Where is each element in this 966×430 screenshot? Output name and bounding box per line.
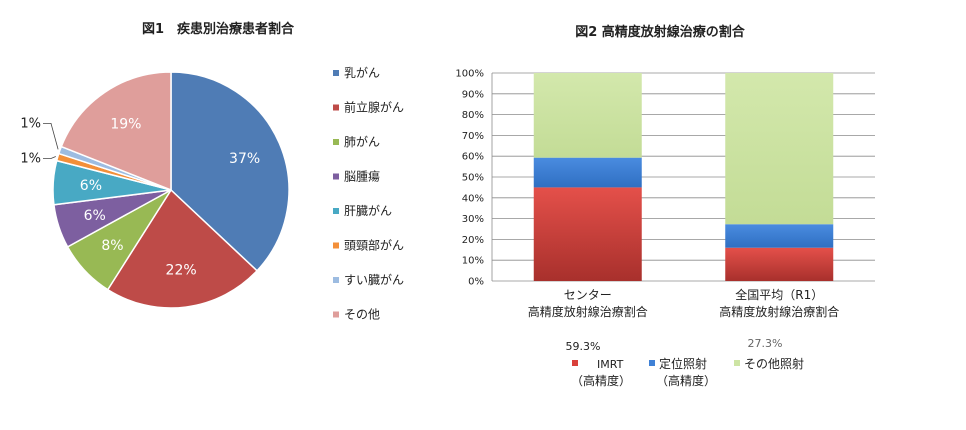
pie-chart: 37% 22% 8% 6% 6% 1% 1% 19%	[20, 71, 290, 309]
bar-ytick-label-1: 10%	[462, 256, 484, 267]
bar-legend-label-1: 定位照射	[659, 356, 707, 371]
pie-legend-swatch-3	[333, 173, 339, 180]
bar-ytick-label-5: 50%	[462, 173, 484, 184]
bar-segment-0-1	[533, 157, 642, 188]
pie-legend-label-2: 肺がん	[344, 134, 380, 149]
pie-legend-label-4: 肝臓がん	[344, 203, 392, 218]
pie-legend-label-5: 頭頸部がん	[344, 238, 404, 253]
bar-legend-swatch-1	[649, 360, 655, 366]
bar-ytick-label-3: 30%	[462, 214, 484, 225]
bar-legend-sublabel-1: （高精度）	[656, 373, 716, 388]
bar-ytick-label-7: 70%	[462, 131, 484, 142]
pie-chart-title: 図1 疾患別治療患者割合	[142, 21, 295, 37]
pie-data-label-3: 6%	[84, 208, 106, 224]
pie-legend-label-0: 乳がん	[344, 65, 380, 80]
bar-legend: 59.3% 27.3% IMRT （高精度） 定位照射 （高精度） その他照射	[566, 337, 804, 388]
bar-legend-swatch-2	[734, 360, 740, 366]
bar-legend-label-2: その他照射	[744, 356, 804, 371]
pie-data-label-6: 1%	[20, 116, 41, 131]
pie-legend-label-3: 脳腫瘍	[344, 169, 380, 184]
bar-ytick-label-8: 80%	[462, 110, 484, 121]
bar-segment-1-0	[725, 247, 834, 281]
pie-legend-swatch-6	[333, 277, 339, 283]
pie-legend-swatch-1	[333, 104, 339, 111]
pie-slice-0	[170, 71, 290, 272]
pie-legend-label-6: すい臓がん	[344, 272, 404, 287]
pie-data-label-0: 37%	[229, 151, 260, 167]
pie-slice-7	[60, 71, 172, 192]
bar-legend-label-0: IMRT	[597, 358, 624, 371]
pie-data-label-4: 6%	[80, 178, 102, 194]
bar-legend-swatch-0	[572, 360, 578, 366]
bar-ytick-label-4: 40%	[462, 193, 484, 204]
bar-chart-title: 図2 高精度放射線治療の割合	[575, 24, 746, 40]
pie-legend-label-1: 前立腺がん	[344, 100, 404, 115]
pie-legend-swatch-2	[333, 139, 339, 145]
bar-ytick-label-2: 20%	[462, 235, 484, 246]
bar-ytick-label-10: 100%	[455, 69, 484, 80]
bar-category-label-0-1: 高精度放射線治療割合	[528, 304, 648, 319]
pie-data-label-2: 8%	[101, 238, 123, 254]
bar-segment-0-0	[533, 187, 642, 281]
bar-segment-1-2	[725, 73, 834, 225]
bar-ytick-label-6: 60%	[462, 152, 484, 163]
pie-slice-1	[106, 188, 259, 309]
pie-legend-swatch-4	[333, 208, 339, 214]
bar-annotation-1: 27.3%	[748, 337, 783, 350]
pie-legend-swatch-5	[333, 242, 339, 249]
bar-category-label-1-1: 高精度放射線治療割合	[719, 304, 839, 319]
bar-ytick-label-0: 0%	[468, 277, 484, 288]
pie-legend-swatch-7	[333, 311, 339, 318]
bar-ytick-label-9: 90%	[462, 89, 484, 100]
pie-data-label-7: 19%	[110, 117, 141, 133]
pie-legend-swatch-0	[333, 70, 339, 76]
bar-segment-0-2	[533, 73, 642, 158]
stacked-bar-chart: 0% 10% 20% 30% 40% 50% 60% 70% 80% 90% 100% センター高精度…	[455, 69, 875, 319]
pie-legend-label-7: その他	[344, 308, 380, 322]
bar-legend-sublabel-0: （高精度）	[571, 373, 631, 388]
bar-annotation-0: 59.3%	[566, 340, 601, 353]
pie-leader-line-5	[43, 156, 56, 159]
pie-leader-line-6	[43, 123, 59, 150]
bar-category-label-0-0: センター	[564, 288, 612, 302]
pie-data-label-1: 22%	[166, 263, 197, 279]
bar-category-label-1-0: 全国平均（R1）	[735, 287, 823, 302]
bar-segment-1-1	[725, 224, 834, 248]
pie-data-label-5: 1%	[20, 152, 41, 167]
